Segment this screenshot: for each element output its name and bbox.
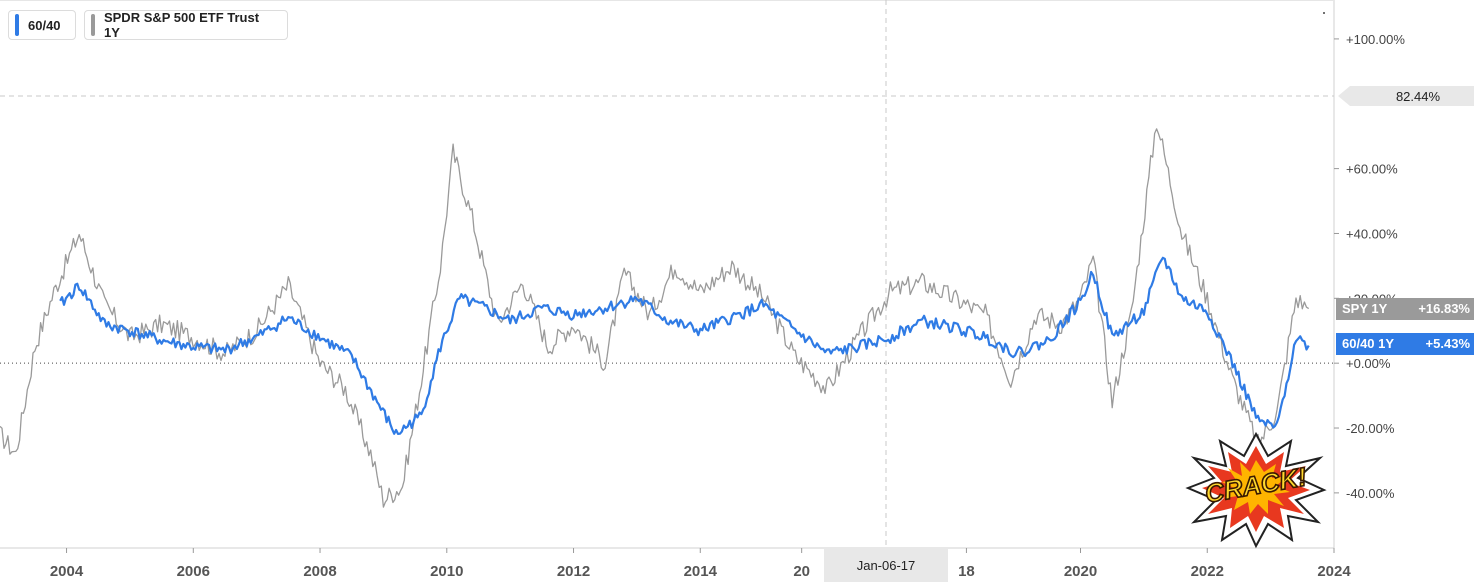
x-tick-label: 2012 [557,563,590,580]
corner-dot [1323,12,1325,14]
legend-item-sixty-forty[interactable]: 60/40 [8,10,76,40]
x-tick-label: 2006 [177,563,210,580]
x-tick-label: 2022 [1191,563,1224,580]
spy-badge: SPY 1Y +16.83% [1336,298,1474,320]
y-tick-label: +0.00% [1346,356,1391,371]
x-tick-label: 20 [793,563,810,580]
x-tick-label: 18 [958,563,975,580]
legend-swatch-spy [91,14,95,36]
x-tick-label: 2010 [430,563,463,580]
x-tick-label: 2024 [1317,563,1351,580]
crosshair-y-value: 82.44% [1396,89,1441,104]
spy-badge-value: +16.83% [1418,301,1470,316]
series-line-spy [0,128,1310,508]
x-tick-label: 2008 [303,563,336,580]
y-tick-label: +100.00% [1346,32,1405,47]
legend-label-spy: SPDR S&P 500 ETF Trust 1Y [103,10,260,40]
crosshair-y-label: 82.44% [1338,86,1474,106]
legend: 60/40 SPDR S&P 500 ETF Trust 1Y [8,10,288,40]
crack-sticker: CRACK! [1185,431,1327,549]
x-tick-label: 2004 [50,563,84,580]
legend-label-sixty-forty: 60/40 [28,17,61,33]
x-tick-label: 2014 [684,563,718,580]
legend-item-spy[interactable]: SPDR S&P 500 ETF Trust 1Y [84,10,288,40]
y-tick-label: +60.00% [1346,162,1398,177]
crosshair-x-value: Jan-06-17 [857,558,916,573]
series-line-sixty-forty [59,256,1310,435]
y-tick-label: +40.00% [1346,226,1398,241]
crosshair-x-label: Jan-06-17 [824,548,948,582]
y-tick-label: -20.00% [1346,421,1395,436]
y-tick-label: -40.00% [1346,486,1395,501]
legend-swatch-sixty-forty [15,14,19,36]
sixty-forty-badge-name: 60/40 1Y [1342,336,1394,351]
sixty-forty-badge: 60/40 1Y +5.43% [1336,333,1474,355]
x-tick-label: 2020 [1064,563,1097,580]
spy-badge-name: SPY 1Y [1342,301,1388,316]
sixty-forty-badge-value: +5.43% [1426,336,1471,351]
